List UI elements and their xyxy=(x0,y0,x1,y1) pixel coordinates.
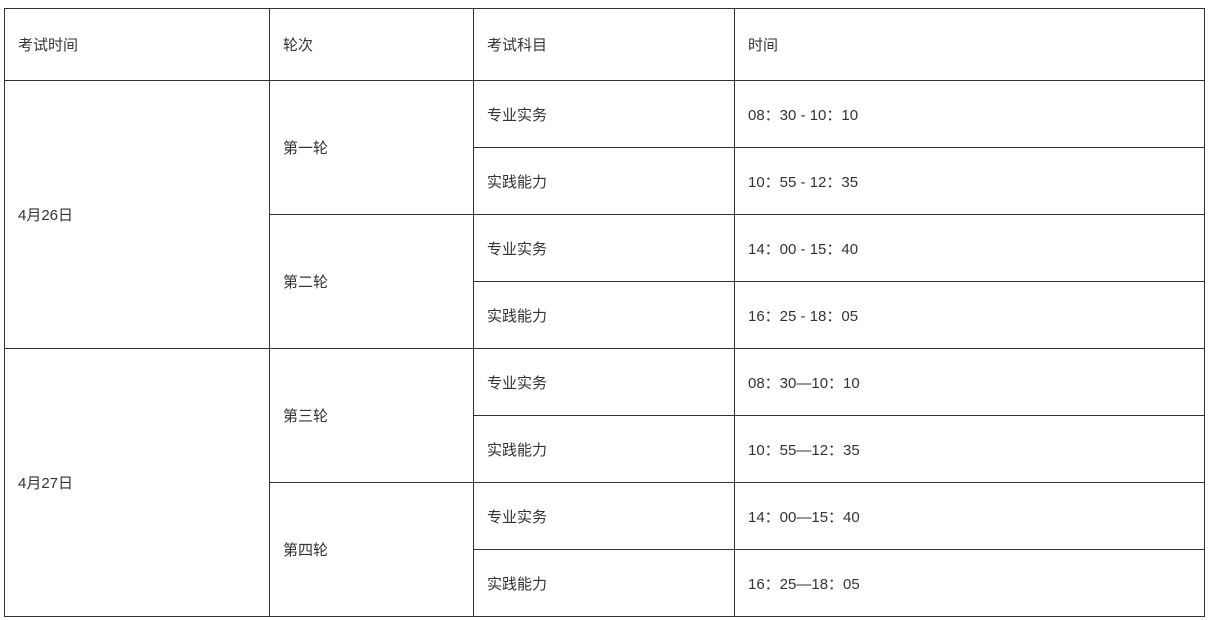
round-cell: 第一轮 xyxy=(269,80,474,215)
header-round: 轮次 xyxy=(269,8,474,81)
subject-cell: 专业实务 xyxy=(473,482,735,550)
subject-cell: 实践能力 xyxy=(473,415,735,483)
date-cell: 4月27日 xyxy=(4,348,270,617)
subject-cell: 实践能力 xyxy=(473,549,735,617)
time-cell: 10：55—12：35 xyxy=(734,415,1205,483)
table-row: 实践能力 10：55—12：35 xyxy=(5,415,1205,483)
round-cell: 第三轮 xyxy=(269,348,474,483)
date-cell: 4月26日 xyxy=(4,80,270,349)
table-row: 实践能力 10：55 - 12：35 xyxy=(5,147,1205,215)
time-cell: 14：00—15：40 xyxy=(734,482,1205,550)
header-subject: 考试科目 xyxy=(473,8,735,81)
exam-schedule-table: 考试时间 轮次 考试科目 时间 4月26日 第一轮 专业实务 08：30 - 1… xyxy=(4,8,1205,617)
time-cell: 08：30 - 10：10 xyxy=(734,80,1205,148)
table-row: 4月26日 第一轮 专业实务 08：30 - 10：10 xyxy=(4,80,1205,349)
time-cell: 10：55 - 12：35 xyxy=(734,147,1205,215)
time-cell: 14：00 - 15：40 xyxy=(734,214,1205,282)
table-row: 实践能力 16：25 - 18：05 xyxy=(5,281,1205,349)
subject-cell: 实践能力 xyxy=(473,147,735,215)
header-row: 考试时间 轮次 考试科目 时间 xyxy=(4,8,1205,81)
table-row: 第四轮 专业实务 14：00—15：40 xyxy=(5,482,1205,617)
subject-cell: 实践能力 xyxy=(473,281,735,349)
time-cell: 08：30—10：10 xyxy=(734,348,1205,416)
table-row: 实践能力 16：25—18：05 xyxy=(5,549,1205,617)
subject-cell: 专业实务 xyxy=(473,80,735,148)
header-exam-date: 考试时间 xyxy=(4,8,270,81)
subject-cell: 专业实务 xyxy=(473,214,735,282)
subject-cell: 专业实务 xyxy=(473,348,735,416)
header-time: 时间 xyxy=(734,8,1205,81)
round-cell: 第四轮 xyxy=(269,482,474,617)
time-cell: 16：25 - 18：05 xyxy=(734,281,1205,349)
time-cell: 16：25—18：05 xyxy=(734,549,1205,617)
round-cell: 第二轮 xyxy=(269,214,474,349)
table-row: 4月27日 第三轮 专业实务 08：30—10：10 xyxy=(4,348,1205,617)
